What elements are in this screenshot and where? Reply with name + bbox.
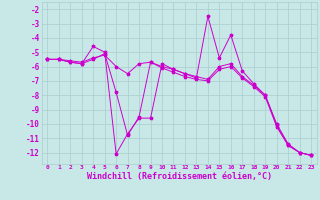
X-axis label: Windchill (Refroidissement éolien,°C): Windchill (Refroidissement éolien,°C) [87, 172, 272, 181]
